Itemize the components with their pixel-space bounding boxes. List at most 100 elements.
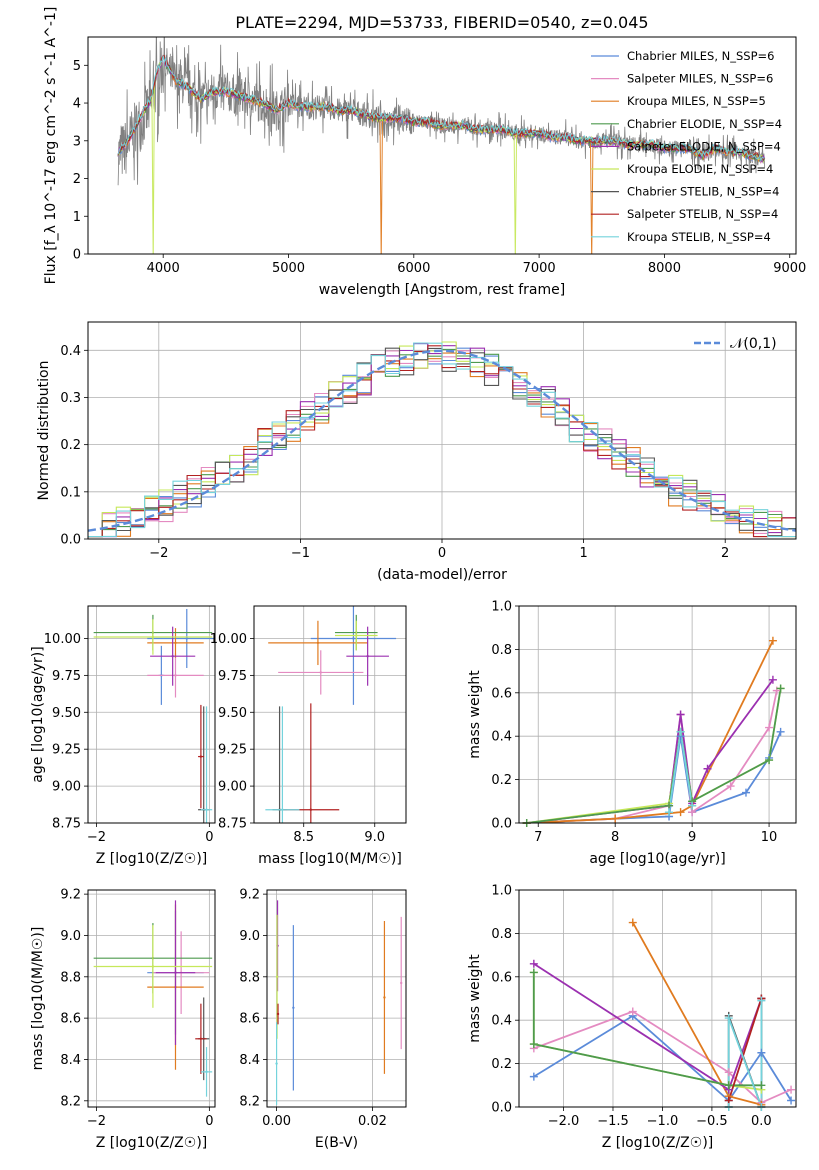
weight-marker [665,808,674,817]
observed-spectrum [117,37,766,186]
legend-entry: Kroupa STELIB, N_SSP=4 [627,230,771,244]
mass-vs-ebv-xtick-label: 0.00 [262,1114,291,1129]
spectrum-xtick-label: 8000 [648,261,681,276]
legend-entry: Salpeter ELODIE, N_SSP=4 [627,139,781,153]
weight-vs-age-xtick-label: 10 [761,830,778,845]
age-vs-mass-xlabel: mass [log10(M/M☉)] [258,851,402,867]
weight-marker [628,918,637,927]
age-vs-mass-axes: 8.5 9.0 8.75 9.00 9.25 9.50 9.75 10.00 mass [log… [210,605,407,867]
legend-entry: Kroupa ELODIE, N_SSP=4 [627,162,773,176]
data-point [205,808,208,811]
mass-vs-z-ytick-label: 8.6 [60,1012,81,1027]
weight-marker [776,727,785,736]
age-vs-z-xtick-label: 0 [205,830,213,845]
weight-marker [757,1081,766,1090]
weight-marker [765,756,774,765]
data-point [151,965,155,968]
weight-marker [703,764,712,773]
residuals-xtick-label: 2 [721,546,729,561]
data-point [276,1012,280,1016]
weight-marker [676,710,685,719]
weight-vs-age-xtick-label: 9 [688,830,696,845]
weight-vs-z-ytick-label: 1.0 [491,884,512,899]
age-vs-z-ylabel: age [log10(age/yr)] [30,646,46,782]
data-point [309,808,313,811]
data-point [174,674,177,677]
weight-vs-age-axes: 7 8 9 10 0.0 0.2 0.4 0.6 0.8 1.0 age [log10(age/yr… [467,600,797,867]
age-vs-z-axes: −2 0 8.75 9.00 9.25 9.50 9.75 10.00 Z [log10(Z/Z… [30,605,216,867]
data-point [319,671,322,674]
spectrum-ytick-label: 4 [73,97,81,112]
spectrum-xtick-label: 4000 [147,261,180,276]
weight-marker [688,801,697,810]
mass-vs-z-xtick-label: −2 [87,1114,106,1129]
residuals-axes: −2 −1 0 1 2 0.0 0.1 0.2 0.3 0.4 (data-model)/error… [36,321,797,583]
weight-line [632,922,762,1106]
age-vs-mass-ytick-label: 9.75 [218,669,247,684]
data-point [199,755,203,758]
weight-vs-age-ytick-label: 0.8 [491,643,512,658]
weight-vs-z-frame [518,889,797,1108]
mass-vs-z-ytick-label: 8.2 [60,1094,81,1109]
legend-entry: Chabrier MILES, N_SSP=6 [627,49,774,63]
mass-vs-z-ytick-label: 8.4 [60,1053,81,1068]
residuals-ytick-label: 0.2 [60,438,81,453]
data-point [171,654,174,658]
weight-marker [529,959,538,968]
data-point [355,634,358,637]
mass-vs-z-ytick-label: 9.2 [60,888,81,903]
weight-vs-age-plot-area [526,640,782,823]
data-point [383,996,386,999]
residuals-xtick-label: −1 [291,546,310,561]
mass-vs-ebv-plot-area [275,900,403,1105]
mass-vs-ebv-frame [266,889,407,1108]
weight-marker [676,808,685,817]
figure-layer: 4000 5000 6000 7000 8000 9000012345wavelength… [30,7,806,1151]
data-point [275,1062,278,1065]
age-vs-mass-ytick-label: 10.00 [210,632,247,647]
age-vs-mass-plot-area [265,606,397,823]
residuals-frame [87,321,797,540]
weight-vs-z-ytick-label: 0.0 [491,1101,512,1116]
spectrum-xtick-label: 6000 [397,261,430,276]
data-point [185,637,188,640]
residuals-ytick-label: 0.0 [60,533,81,548]
weight-marker [757,996,766,1005]
spectrum-xtick-label: 9000 [773,261,806,276]
mass-vs-ebv-xtick-label: 0.02 [358,1114,387,1129]
spectrum-xtick-label: 7000 [523,261,556,276]
residuals-xlabel: (data-model)/error [377,567,507,583]
age-vs-mass-ytick-label: 9.50 [218,706,247,721]
residuals-xtick-label: 1 [579,546,587,561]
spectrum-ylabel: Flux [f_λ 10^-17 erg cm^-2 s^-1 A^-1] [43,7,59,285]
weight-marker [787,1096,796,1105]
residuals-xtick-label: −2 [149,546,168,561]
mass-vs-ebv-axes: 0.00 0.02 8.2 8.4 8.6 8.8 9.0 9.2 E(B-V) [239,888,407,1151]
spectrum-ytick-label: 2 [73,172,81,187]
residuals-ylabel: Normed distribution [36,361,52,501]
mass-vs-z-plot-area [93,900,213,1097]
mass-vs-z-frame [87,889,216,1108]
weight-vs-z-xtick-label: −2.0 [548,1114,580,1129]
weight-vs-age-xlabel: age [log10(age/yr)] [589,851,725,867]
mass-vs-z-xlabel: Z [log10(Z/Z☉)] [96,1135,208,1151]
spectrum-ytick-label: 5 [73,59,81,74]
data-point [174,641,177,645]
weight-marker [529,968,538,977]
legend-entry: Kroupa MILES, N_SSP=5 [627,94,766,108]
mass-vs-ebv-ytick-label: 8.6 [239,1012,260,1027]
residuals-ytick-label: 0.4 [60,344,81,359]
weight-marker [787,1085,796,1094]
age-vs-z-plot-area [93,608,215,823]
chart-title: PLATE=2294, MJD=53733, FIBERID=0540, z=0… [235,13,648,32]
data-point [316,641,320,645]
weight-vs-age-xtick-label: 8 [611,830,619,845]
weight-vs-z-xtick-label: −1.0 [647,1114,679,1129]
data-point [174,971,177,974]
weight-vs-z-axes: −2.0 −1.5 −1.0 −0.5 0.0 0.0 0.2 0.4 0.6 0.8 1.0 Z [… [467,884,797,1151]
weight-vs-z-xlabel: Z [log10(Z/Z☉)] [602,1135,714,1151]
age-vs-z-ytick-label: 9.75 [52,669,81,684]
weight-marker [628,1007,637,1016]
mass-vs-ebv-ytick-label: 8.4 [239,1053,260,1068]
spectrum-ytick-label: 0 [73,248,81,263]
